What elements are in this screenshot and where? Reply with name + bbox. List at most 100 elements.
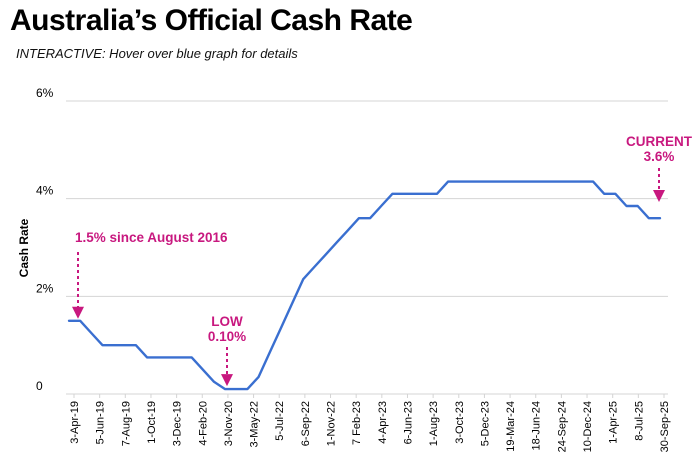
x-tick-label: 3-Dec-19 <box>172 401 184 446</box>
data-points[interactable]: 1.5%1.5%1.25%1%1%1%1%0.75%0.75%0.75%0.75… <box>65 178 664 394</box>
x-axis-ticks: 3-Apr-19 5-Jun-19 7-Aug-19 1-Oct-19 3-Dec-19… <box>69 394 671 452</box>
annotations: 1.5% since August 2016LOW0.10%CURRENT3.6… <box>72 134 693 387</box>
data-point[interactable]: 4.35% <box>578 178 586 186</box>
x-tick-label: 1-Aug-23 <box>428 401 440 446</box>
data-point[interactable]: 3.6% <box>645 214 653 222</box>
x-tick-label: 24-Sep-24 <box>556 401 568 452</box>
data-point[interactable]: 1% <box>110 341 118 349</box>
y-axis-label: Cash Rate <box>17 218 31 277</box>
y-tick-label: 2% <box>36 281 54 295</box>
data-point[interactable]: 3.1% <box>333 239 341 247</box>
data-point[interactable]: 4.35% <box>522 178 530 186</box>
page-title: Australia’s Official Cash Rate <box>10 4 413 37</box>
data-point[interactable]: 2.35% <box>299 275 307 283</box>
data-point[interactable]: 1% <box>98 341 106 349</box>
page-subtitle: INTERACTIVE: Hover over blue graph for d… <box>16 46 298 61</box>
data-point[interactable]: 4.35% <box>466 178 474 186</box>
annotation-current-label: CURRENT <box>626 134 693 149</box>
x-tick-label: 19-Mar-24 <box>505 401 517 452</box>
data-point[interactable]: 4.35% <box>489 178 497 186</box>
x-tick-label: 1-Nov-22 <box>326 401 338 446</box>
data-point[interactable]: 4.1% <box>600 190 608 198</box>
annotation-arrowhead <box>653 190 665 202</box>
annotation-arrowhead <box>221 374 233 387</box>
data-point[interactable]: 4.35% <box>511 178 519 186</box>
data-point[interactable]: 4.1% <box>422 190 430 198</box>
data-point[interactable]: 3.6% <box>355 214 363 222</box>
x-tick-label: 6-Jun-23 <box>402 401 414 444</box>
data-point[interactable]: 2.85% <box>321 251 329 259</box>
annotation-since-2016: 1.5% since August 2016 <box>75 230 228 245</box>
x-tick-label: 4-Apr-23 <box>377 401 389 444</box>
x-tick-label: 18-Jun-24 <box>531 401 543 451</box>
data-point[interactable]: 1.85% <box>288 300 296 308</box>
data-point[interactable]: 0.1% <box>232 385 240 393</box>
data-point[interactable]: 0.25% <box>210 378 218 386</box>
x-tick-label: 4-Feb-20 <box>197 401 209 446</box>
data-point[interactable]: 3.85% <box>634 202 642 210</box>
x-tick-label: 3-May-22 <box>249 401 261 447</box>
data-point[interactable]: 0.75% <box>188 353 196 361</box>
gridlines <box>66 100 668 297</box>
x-tick-label: 1-Oct-19 <box>146 401 158 444</box>
data-point[interactable]: 4.35% <box>444 178 452 186</box>
data-point[interactable]: 0.5% <box>199 366 207 374</box>
data-point[interactable]: 0.1% <box>221 385 229 393</box>
data-point[interactable]: 3.85% <box>377 202 385 210</box>
x-tick-label: 5-Jun-19 <box>95 401 107 444</box>
x-tick-label: 5-Dec-23 <box>479 401 491 446</box>
cash-rate-series-line[interactable] <box>67 180 662 391</box>
data-point[interactable]: 4.35% <box>500 178 508 186</box>
annotation-low-value: 0.10% <box>208 329 246 344</box>
annotation-current-value: 3.6% <box>644 149 675 164</box>
data-point[interactable]: 0.85% <box>266 348 274 356</box>
data-point[interactable]: 4.1% <box>611 190 619 198</box>
x-tick-label: 7 Feb-23 <box>351 401 363 445</box>
data-point[interactable]: 4.35% <box>567 178 575 186</box>
data-point[interactable]: 0.35% <box>255 373 263 381</box>
data-point[interactable]: 4.35% <box>544 178 552 186</box>
data-point[interactable]: 1.5% <box>76 317 84 325</box>
annotation-arrowhead <box>72 306 84 319</box>
data-point[interactable]: 4.35% <box>478 178 486 186</box>
data-point[interactable]: 1.5% <box>65 317 73 325</box>
data-point[interactable]: 4.1% <box>433 190 441 198</box>
data-point[interactable]: 0.75% <box>177 353 185 361</box>
x-tick-label: 5-Jul-22 <box>274 401 286 441</box>
x-tick-label: 1-Apr-25 <box>608 401 620 444</box>
x-tick-label: 30-Sep-25 <box>659 401 671 452</box>
data-point[interactable]: 1% <box>121 341 129 349</box>
x-tick-label: 6-Sep-22 <box>300 401 312 446</box>
data-point[interactable]: 3.85% <box>623 202 631 210</box>
data-point[interactable]: 1% <box>132 341 140 349</box>
annotation-low-label: LOW <box>211 314 243 329</box>
x-tick-label: 3-Nov-20 <box>223 401 235 446</box>
data-point[interactable]: 4.1% <box>388 190 396 198</box>
data-point[interactable]: 1.35% <box>277 324 285 332</box>
data-point[interactable]: 0.75% <box>154 353 162 361</box>
data-point[interactable]: 0.1% <box>243 385 251 393</box>
x-tick-label: 3-Apr-19 <box>69 401 81 444</box>
x-tick-label: 3-Oct-23 <box>454 401 466 444</box>
data-point[interactable]: 4.35% <box>533 178 541 186</box>
y-tick-label: 4% <box>36 184 54 198</box>
data-point[interactable]: 4.1% <box>400 190 408 198</box>
data-point[interactable]: 4.35% <box>589 178 597 186</box>
x-tick-label: 10-Dec-24 <box>582 401 594 452</box>
data-point[interactable]: 2.6% <box>310 263 318 271</box>
y-axis-ticks: 0 2% 4% 6% <box>36 86 54 393</box>
data-point[interactable]: 0.75% <box>143 353 151 361</box>
x-tick-label: 7-Aug-19 <box>120 401 132 446</box>
data-point[interactable]: 4.1% <box>411 190 419 198</box>
data-point[interactable]: 1.25% <box>87 329 95 337</box>
y-tick-label: 0 <box>36 379 43 393</box>
data-point[interactable]: 3.6% <box>656 214 664 222</box>
data-point[interactable]: 4.35% <box>455 178 463 186</box>
y-tick-label: 6% <box>36 86 54 100</box>
data-point[interactable]: 4.35% <box>556 178 564 186</box>
data-point[interactable]: 3.6% <box>366 214 374 222</box>
data-point[interactable]: 0.75% <box>165 353 173 361</box>
data-point[interactable]: 3.35% <box>344 226 352 234</box>
x-tick-label: 8-Jul-25 <box>633 401 645 441</box>
